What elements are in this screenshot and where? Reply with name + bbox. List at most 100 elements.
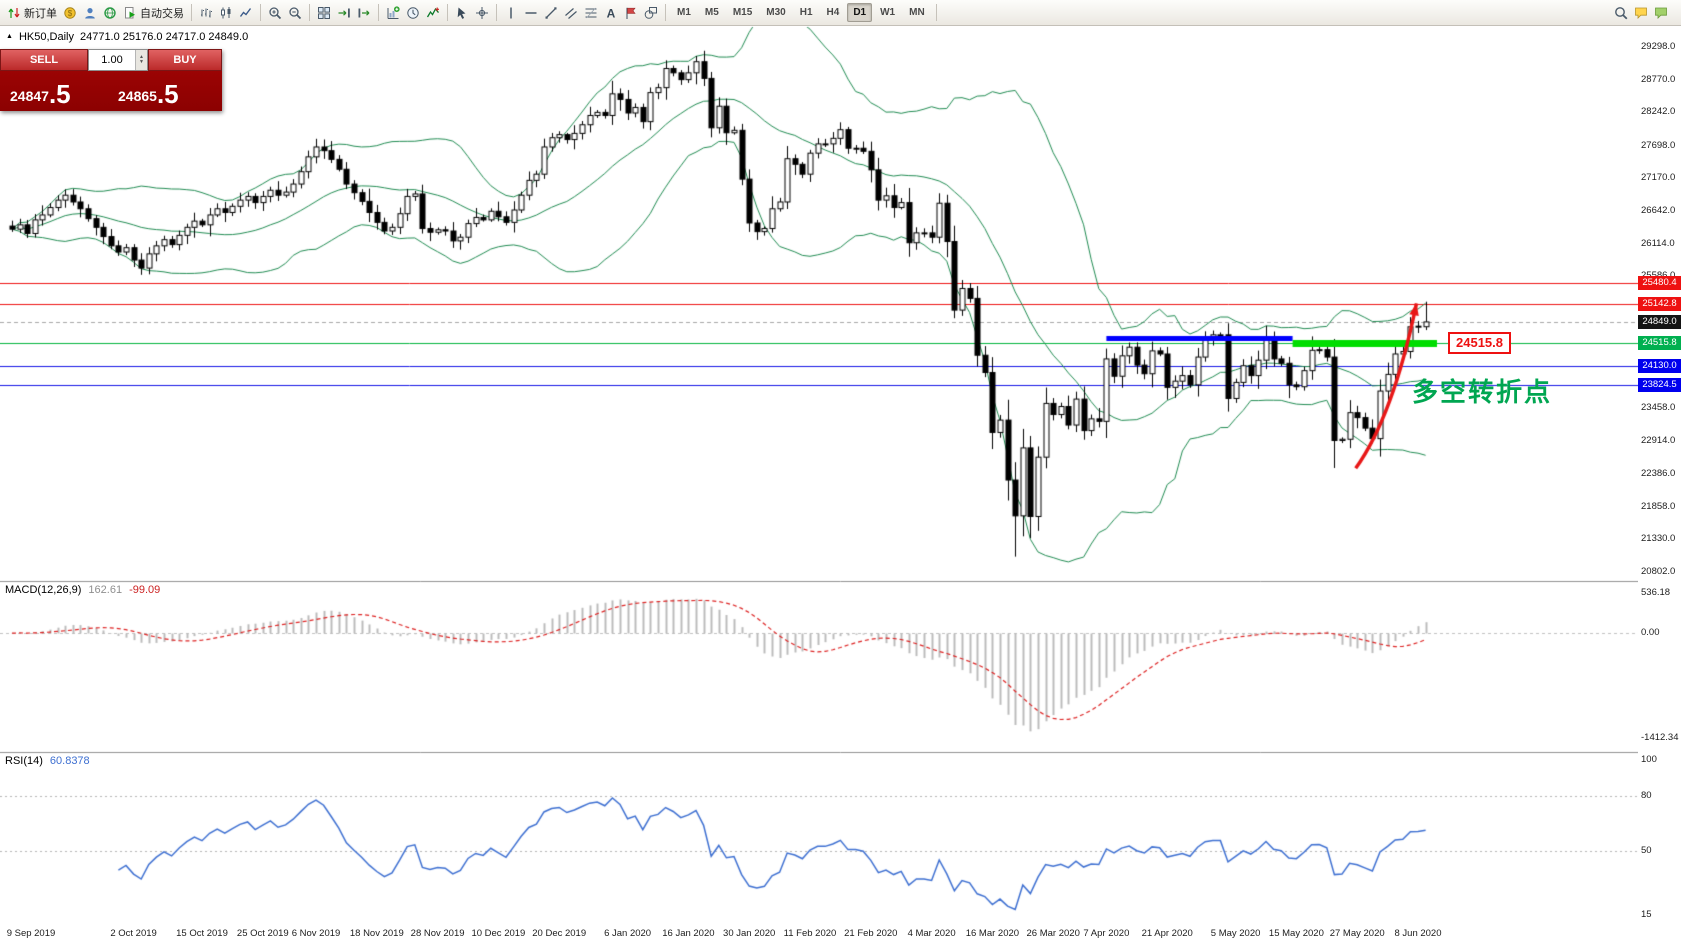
date-tick: 30 Jan 2020: [723, 928, 776, 939]
line-chart-button[interactable]: [236, 3, 256, 23]
price-callout[interactable]: 24515.8: [1448, 331, 1511, 354]
buy-price-main: 24865: [118, 88, 157, 104]
chat-button[interactable]: [1631, 3, 1651, 23]
svg-text:A: A: [607, 6, 616, 20]
date-tick: 15 Oct 2019: [176, 928, 228, 939]
rsi-axis-label: 15: [1641, 908, 1652, 920]
macd-axis-label: 536.18: [1641, 587, 1671, 599]
date-tick: 2 Oct 2019: [110, 928, 157, 939]
timeframe-m15-button[interactable]: M15: [732, 7, 753, 18]
price-tick: 26642.0: [1641, 205, 1676, 217]
chart-shift-button[interactable]: [354, 3, 374, 23]
auto-scroll-button[interactable]: [334, 3, 354, 23]
one-click-trading-panel: SELL 1.00 ▲ ▼ BUY 24847.5 24865.5: [0, 49, 222, 111]
horizontal-line-button[interactable]: [521, 3, 541, 23]
toolbar-separator: [935, 4, 937, 21]
label-button[interactable]: [621, 3, 641, 23]
sell-price-main: 24847: [10, 88, 49, 104]
price-level-badge: 25480.4: [1638, 275, 1681, 290]
timeframe-m30-button[interactable]: M30: [766, 7, 786, 18]
text-button[interactable]: A: [601, 3, 621, 23]
shapes-button[interactable]: [641, 3, 661, 23]
chinese-annotation[interactable]: 多空转折点: [1412, 377, 1553, 407]
autotrading-button[interactable]: 自动交易: [120, 3, 187, 23]
globe-icon: [103, 6, 117, 20]
sell-button[interactable]: SELL: [0, 49, 88, 71]
vertical-line-button[interactable]: [501, 3, 521, 23]
buy-price[interactable]: 24865.5: [108, 71, 216, 111]
new-order-button[interactable]: 新订单: [4, 3, 60, 23]
sell-price-fraction: .5: [48, 79, 71, 109]
price-level-badge: 24515.8: [1638, 335, 1681, 350]
symbol-title: HK50,Daily: [18, 31, 74, 43]
macd-signal-value: -99.09: [129, 584, 161, 596]
newchart-icon: [386, 5, 400, 20]
timeframe-w1-button[interactable]: W1: [880, 7, 896, 18]
date-axis[interactable]: 9 Sep 2019 2 Oct 2019 15 Oct 2019 25 Oct 20…: [0, 924, 1638, 943]
cursor-icon: [455, 6, 469, 20]
magnifier-icon: [1614, 6, 1628, 20]
chat2-icon: [1654, 6, 1668, 20]
indicators-button[interactable]: [423, 3, 443, 23]
volume-field[interactable]: 1.00 ▲ ▼: [88, 49, 148, 71]
macd-axis-label: -1412.34: [1641, 731, 1679, 743]
volume-spinner[interactable]: ▲ ▼: [135, 50, 147, 70]
community-icon[interactable]: [80, 3, 100, 23]
channel-button[interactable]: [561, 3, 581, 23]
trendline-button[interactable]: [541, 3, 561, 23]
price-tick: 21330.0: [1641, 533, 1676, 545]
community-chat-button[interactable]: [1651, 3, 1671, 23]
date-tick: 10 Dec 2019: [471, 928, 526, 939]
zoom-in-button[interactable]: [265, 3, 285, 23]
spinner-up-icon[interactable]: ▲: [139, 54, 144, 60]
price-tick: 22914.0: [1641, 435, 1676, 447]
toolbar-separator: [665, 4, 666, 21]
macd-axis[interactable]: 536.18 0.00 -1412.34: [1638, 581, 1681, 752]
coin-icon: $: [63, 6, 77, 20]
profiles-button[interactable]: [403, 3, 423, 23]
sell-price[interactable]: 24847.5: [0, 71, 108, 111]
tile-icon: [317, 6, 331, 20]
toolbar-separator: [260, 4, 261, 21]
bars-chart-button[interactable]: [196, 3, 216, 23]
chart-symbol-ohlc: ▲ HK50,Daily 24771.0 25176.0 24717.0 248…: [6, 31, 248, 43]
market-icon[interactable]: $: [60, 3, 80, 23]
timeframe-h1-button[interactable]: H1: [799, 7, 813, 18]
timeframe-bar: M1 M5 M15 M30 H1 H4 D1 W1 MN: [661, 0, 941, 25]
tile-windows-button[interactable]: [314, 3, 334, 23]
buy-button[interactable]: BUY: [148, 49, 222, 71]
search-button[interactable]: [1611, 3, 1631, 23]
rsi-pane-header: RSI(14) 60.8378: [5, 755, 90, 767]
price-level-badge: 23824.5: [1638, 378, 1681, 393]
candles-chart-button[interactable]: [216, 3, 236, 23]
macd-axis-label: 0.00: [1641, 627, 1660, 639]
zoom-out-button[interactable]: [285, 3, 305, 23]
toolbar-buttons: 新订单 $ 自动交易 A: [4, 0, 661, 25]
crosshair-button[interactable]: [472, 3, 492, 23]
price-level-badge: 24130.0: [1638, 359, 1681, 374]
cursor-button[interactable]: [452, 3, 472, 23]
toolbar-separator: [496, 4, 497, 21]
new-chart-button[interactable]: [383, 3, 403, 23]
svg-text:$: $: [68, 9, 73, 18]
autoscroll-icon: [337, 6, 351, 20]
volume-value: 1.00: [101, 54, 123, 66]
rsi-axis[interactable]: 100 80 50 15: [1638, 752, 1681, 924]
date-tick: 26 Mar 2020: [1026, 928, 1080, 939]
rsi-value: 60.8378: [49, 755, 90, 767]
fibonacci-button[interactable]: [581, 3, 601, 23]
connection-icon[interactable]: [100, 3, 120, 23]
spinner-down-icon[interactable]: ▼: [139, 59, 144, 65]
price-axis[interactable]: 29298.0 28770.0 28242.0 27698.0 27170.0 26642…: [1638, 26, 1681, 943]
timeframe-m1-button[interactable]: M1: [677, 7, 691, 18]
shapes-icon: [644, 6, 658, 20]
timeframe-h4-button[interactable]: H4: [826, 7, 840, 18]
rsi-label: RSI(14): [5, 755, 43, 767]
timeframe-d1-button[interactable]: D1: [847, 3, 873, 22]
toolbar-separator: [378, 4, 379, 21]
zoomout-icon: [288, 6, 302, 20]
timeframe-m5-button[interactable]: M5: [704, 7, 719, 18]
timeframe-mn-button[interactable]: MN: [909, 7, 925, 18]
